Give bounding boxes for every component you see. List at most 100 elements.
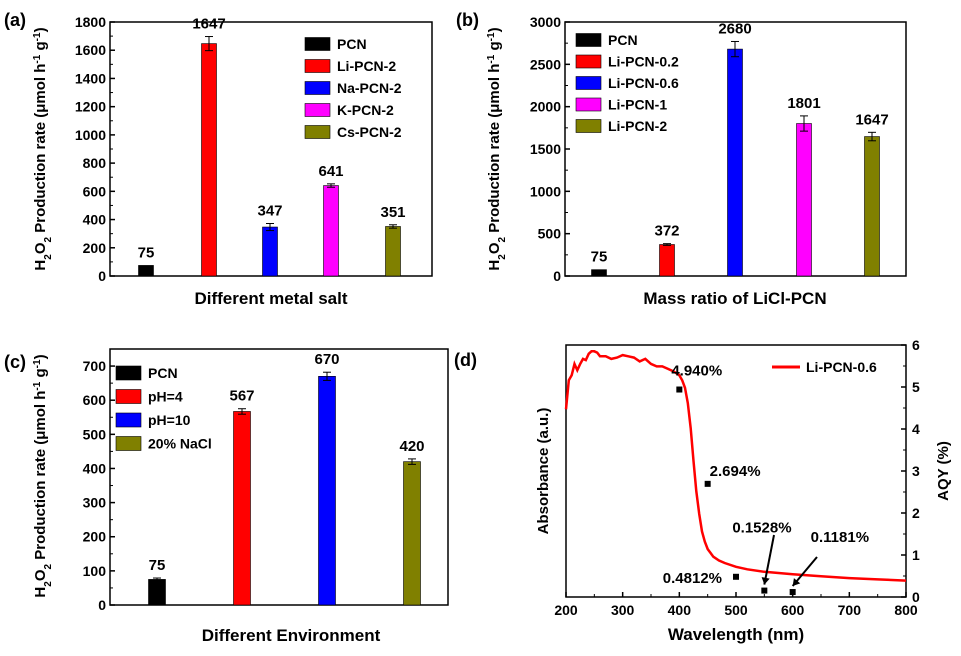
aqy-point-1	[704, 480, 711, 487]
bar-b-2	[727, 48, 743, 277]
bar-a-0	[138, 265, 154, 277]
x-axis-title-d: Wavelength (nm)	[668, 625, 804, 644]
y-tick-label-c: 400	[83, 460, 107, 476]
bar-a-4	[385, 226, 401, 277]
y-axis-title-a-part: g	[32, 41, 49, 54]
data-label-b-0: 75	[591, 249, 608, 266]
y-right-tick-label-d: 6	[912, 337, 920, 353]
y-axis-title-b-part: -1	[486, 32, 497, 41]
x-tick-label-d: 700	[838, 602, 862, 618]
legend-swatch-c-3	[115, 436, 142, 451]
x-tick-label-d: 400	[668, 602, 692, 618]
y-tick-label-a: 0	[98, 268, 106, 284]
bar-c-0	[148, 579, 166, 606]
aqy-point-2	[733, 573, 739, 580]
legend-swatch-a-0	[304, 37, 331, 51]
y-tick-label-c: 300	[83, 495, 107, 511]
legend-label-b-1: Li-PCN-0.2	[608, 54, 679, 70]
legend-label-a-4: Cs-PCN-2	[337, 124, 402, 140]
aqy-label-0: 4.940%	[671, 363, 722, 380]
legend-swatch-b-4	[575, 119, 602, 133]
aqy-point-3	[761, 587, 768, 594]
y-tick-label-c: 600	[83, 392, 107, 408]
legend-label-b-3: Li-PCN-1	[608, 97, 667, 113]
y-axis-title-c-part: )	[32, 354, 49, 359]
y-axis-title-b-part: 2	[497, 237, 508, 243]
aqy-label-4: 0.1181%	[811, 529, 869, 546]
data-label-b-4: 1647	[855, 111, 888, 128]
x-tick-label-d: 300	[611, 602, 635, 618]
bar-c-2	[318, 376, 336, 606]
bar-b-4	[864, 136, 880, 277]
y-axis-title-c-part: H	[32, 587, 49, 598]
y-axis-title-a-part: O	[32, 242, 49, 254]
y-axis-title-a: H2O2 Production rate (μmol h-1 g-1)	[32, 27, 54, 270]
legend-label-c-3: 20% NaCl	[148, 436, 212, 452]
bar-b-0	[591, 269, 607, 277]
legend-label-c-1: pH=4	[148, 389, 183, 405]
y-tick-label-c: 500	[83, 426, 107, 442]
y-right-tick-label-d: 2	[912, 505, 920, 521]
y-axis-title-a-part: H	[32, 260, 49, 271]
data-label-c-1: 567	[229, 388, 254, 405]
data-label-b-3: 1801	[787, 95, 820, 112]
bar-a-2	[262, 226, 278, 277]
x-axis-title-a: Different metal salt	[194, 289, 347, 308]
data-label-a-4: 351	[380, 204, 405, 221]
data-label-b-1: 372	[654, 223, 679, 240]
panel-label-c: (c)	[4, 352, 26, 372]
y-axis-title-a-part: 2	[43, 237, 54, 243]
aqy-label-1: 2.694%	[710, 463, 761, 480]
y-axis-title-b: H2O2 Production rate (μmol h-1 g-1)	[486, 27, 508, 270]
y-right-tick-label-d: 4	[912, 421, 920, 437]
x-tick-label-d: 200	[554, 602, 578, 618]
x-tick-label-d: 500	[724, 602, 748, 618]
y-axis-title-c-part: 2	[43, 581, 54, 587]
data-label-c-2: 670	[314, 351, 339, 368]
legend-label-b-4: Li-PCN-2	[608, 118, 667, 134]
bar-c-1	[233, 411, 251, 606]
aqy-point-4	[789, 589, 796, 596]
legend-label-b-2: Li-PCN-0.6	[608, 75, 679, 91]
aqy-label-3: 0.1528%	[732, 520, 791, 537]
x-tick-label-d: 600	[781, 602, 805, 618]
y-axis-title-c-part: 2	[43, 564, 54, 570]
y-tick-label-a: 1000	[75, 127, 106, 143]
legend-swatch-c-1	[115, 389, 142, 404]
y-axis-title-c: H2O2 Production rate (μmol h-1 g-1)	[32, 354, 54, 597]
y-tick-label-a: 800	[83, 155, 107, 171]
y-axis-title-c-part: Production rate (μmol h	[32, 391, 49, 564]
y-axis-title-a-part: )	[32, 27, 49, 32]
bar-b-1	[659, 244, 675, 277]
y-tick-label-a: 200	[83, 240, 107, 256]
legend-label-c-2: pH=10	[148, 412, 191, 428]
legend-label-a-1: Li-PCN-2	[337, 58, 396, 74]
data-label-c-3: 420	[399, 438, 424, 455]
y-tick-label-c: 200	[83, 529, 107, 545]
legend-swatch-b-2	[575, 76, 602, 90]
y-axis-title-c-part: g	[32, 368, 49, 381]
x-tick-label-d: 800	[894, 602, 918, 618]
panel-label-d: (d)	[454, 350, 477, 370]
y-axis-title-b-part: g	[486, 41, 503, 54]
y-tick-label-a: 1200	[75, 99, 106, 115]
data-label-a-1: 1647	[192, 16, 225, 33]
y-axis-title-c-part: O	[32, 569, 49, 581]
x-axis-title-b: Mass ratio of LiCl-PCN	[643, 289, 826, 308]
y-axis-title-a-part: -1	[32, 32, 43, 41]
data-label-c-0: 75	[149, 557, 166, 574]
legend-swatch-b-1	[575, 54, 602, 69]
y-axis-title-b-part: O	[486, 242, 503, 254]
y-axis-title-b-part: -1	[486, 54, 497, 63]
legend-swatch-c-0	[115, 365, 142, 381]
y-tick-label-c: 700	[83, 358, 107, 374]
y-tick-label-b: 0	[553, 268, 561, 284]
y-axis-title-a-part: Production rate (μmol h	[32, 64, 49, 237]
legend-swatch-a-2	[304, 81, 331, 95]
y-right-tick-label-d: 3	[912, 463, 920, 479]
legend-label-a-2: Na-PCN-2	[337, 80, 402, 96]
y-right-tick-label-d: 5	[912, 379, 920, 395]
y-axis-title-b-part: 2	[497, 254, 508, 260]
legend-swatch-a-3	[304, 103, 331, 117]
